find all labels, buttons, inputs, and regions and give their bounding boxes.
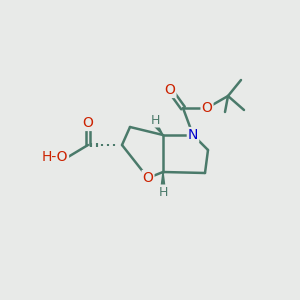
Polygon shape <box>153 123 163 135</box>
Text: O: O <box>82 116 93 130</box>
Text: H: H <box>158 185 168 199</box>
Text: H: H <box>150 113 160 127</box>
Text: O: O <box>142 171 153 185</box>
Polygon shape <box>161 172 165 188</box>
Text: O: O <box>165 83 176 97</box>
Text: H-O: H-O <box>41 150 68 164</box>
Text: O: O <box>202 101 212 115</box>
Text: N: N <box>188 128 198 142</box>
